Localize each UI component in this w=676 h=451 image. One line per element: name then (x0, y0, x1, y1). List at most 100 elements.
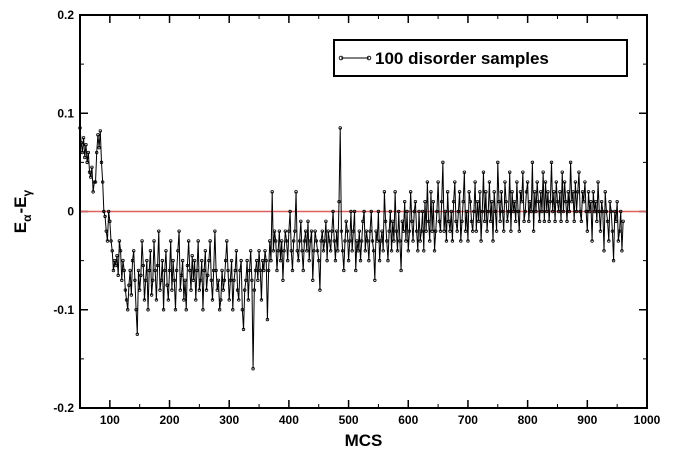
data-point (103, 214, 107, 219)
data-point (222, 278, 227, 282)
data-point (354, 268, 358, 273)
data-point (365, 239, 370, 243)
data-point (87, 170, 92, 174)
data-point (106, 209, 111, 214)
data-point (475, 199, 480, 204)
data-point (109, 239, 113, 243)
data-point (487, 180, 492, 184)
data-point (321, 249, 326, 253)
data-point (245, 258, 249, 263)
data-point (571, 190, 575, 194)
data-point (121, 258, 125, 263)
x-tick-label: 200 (160, 413, 180, 427)
data-point (404, 239, 408, 243)
data-point (142, 298, 147, 302)
legend: 100 disorder samples (333, 39, 628, 77)
data-point (586, 190, 591, 194)
data-point (312, 249, 316, 253)
data-point (260, 258, 265, 263)
data-point (386, 258, 390, 263)
data-point (398, 239, 402, 243)
data-point (328, 249, 333, 253)
data-point (229, 258, 234, 263)
data-point (528, 199, 532, 204)
data-point (567, 209, 572, 214)
data-point (604, 209, 609, 214)
data-point (368, 229, 372, 233)
data-point (554, 180, 558, 184)
data-point (453, 180, 457, 184)
data-point (454, 219, 458, 224)
data-point (417, 209, 421, 214)
data-point (237, 298, 241, 302)
data-point (379, 239, 383, 243)
data-point (419, 229, 424, 233)
x-axis-tick-labels: 100 200 300 400 500 600 700 800 900 1000 (100, 413, 661, 427)
data-point (578, 209, 582, 214)
y-tick-label: 0 (67, 205, 74, 219)
data-point (206, 273, 210, 278)
data-point (416, 249, 420, 253)
data-point (226, 268, 230, 273)
data-point (420, 209, 425, 214)
data-point (432, 249, 437, 253)
data-point (505, 219, 510, 224)
data-point (614, 219, 618, 224)
data-point (559, 219, 563, 224)
data-point (610, 229, 615, 233)
data-point (531, 229, 536, 233)
data-point (290, 268, 295, 273)
data-point (294, 190, 298, 194)
data-point (225, 239, 229, 243)
data-point (233, 268, 237, 273)
data-point (143, 278, 148, 282)
data-point (323, 239, 327, 243)
data-point (465, 209, 469, 214)
data-point (254, 258, 259, 263)
data-point (317, 258, 321, 263)
data-point (344, 219, 348, 224)
data-point (243, 288, 247, 292)
data-point (184, 308, 188, 312)
data-point (176, 249, 180, 253)
data-point (450, 239, 455, 243)
y-tick-label: -0.1 (53, 303, 74, 317)
data-point (280, 239, 284, 243)
y-axis-tick-labels: -0.2 -0.1 0 0.1 0.2 (53, 8, 74, 415)
data-point (202, 268, 206, 273)
data-point (437, 219, 441, 224)
data-point (97, 145, 101, 150)
data-point (431, 199, 436, 204)
data-point (314, 239, 319, 243)
data-point (410, 219, 414, 224)
data-point (307, 258, 311, 263)
data-point (473, 180, 477, 184)
data-point (188, 268, 192, 273)
data-point (86, 150, 91, 155)
data-point (158, 288, 162, 292)
data-point (619, 209, 623, 214)
data-point (617, 229, 622, 233)
data-point (564, 199, 568, 204)
data-point (92, 180, 97, 184)
y-tick-label: -0.2 (53, 401, 74, 415)
data-point (363, 249, 367, 253)
data-point (305, 249, 309, 253)
data-point (177, 229, 181, 233)
data-point (445, 190, 450, 194)
data-point (209, 278, 214, 282)
data-point (388, 209, 393, 214)
x-tick-label: 600 (398, 413, 418, 427)
data-point (485, 229, 489, 233)
data-point (275, 268, 279, 273)
data-point (345, 229, 350, 233)
data-point (518, 190, 523, 194)
data-point (264, 258, 268, 263)
data-point (198, 278, 203, 282)
data-point (182, 298, 186, 302)
data-point (152, 239, 156, 243)
data-point (81, 136, 86, 140)
data-point (208, 239, 212, 243)
data-point (204, 288, 209, 292)
data-point (259, 298, 264, 302)
